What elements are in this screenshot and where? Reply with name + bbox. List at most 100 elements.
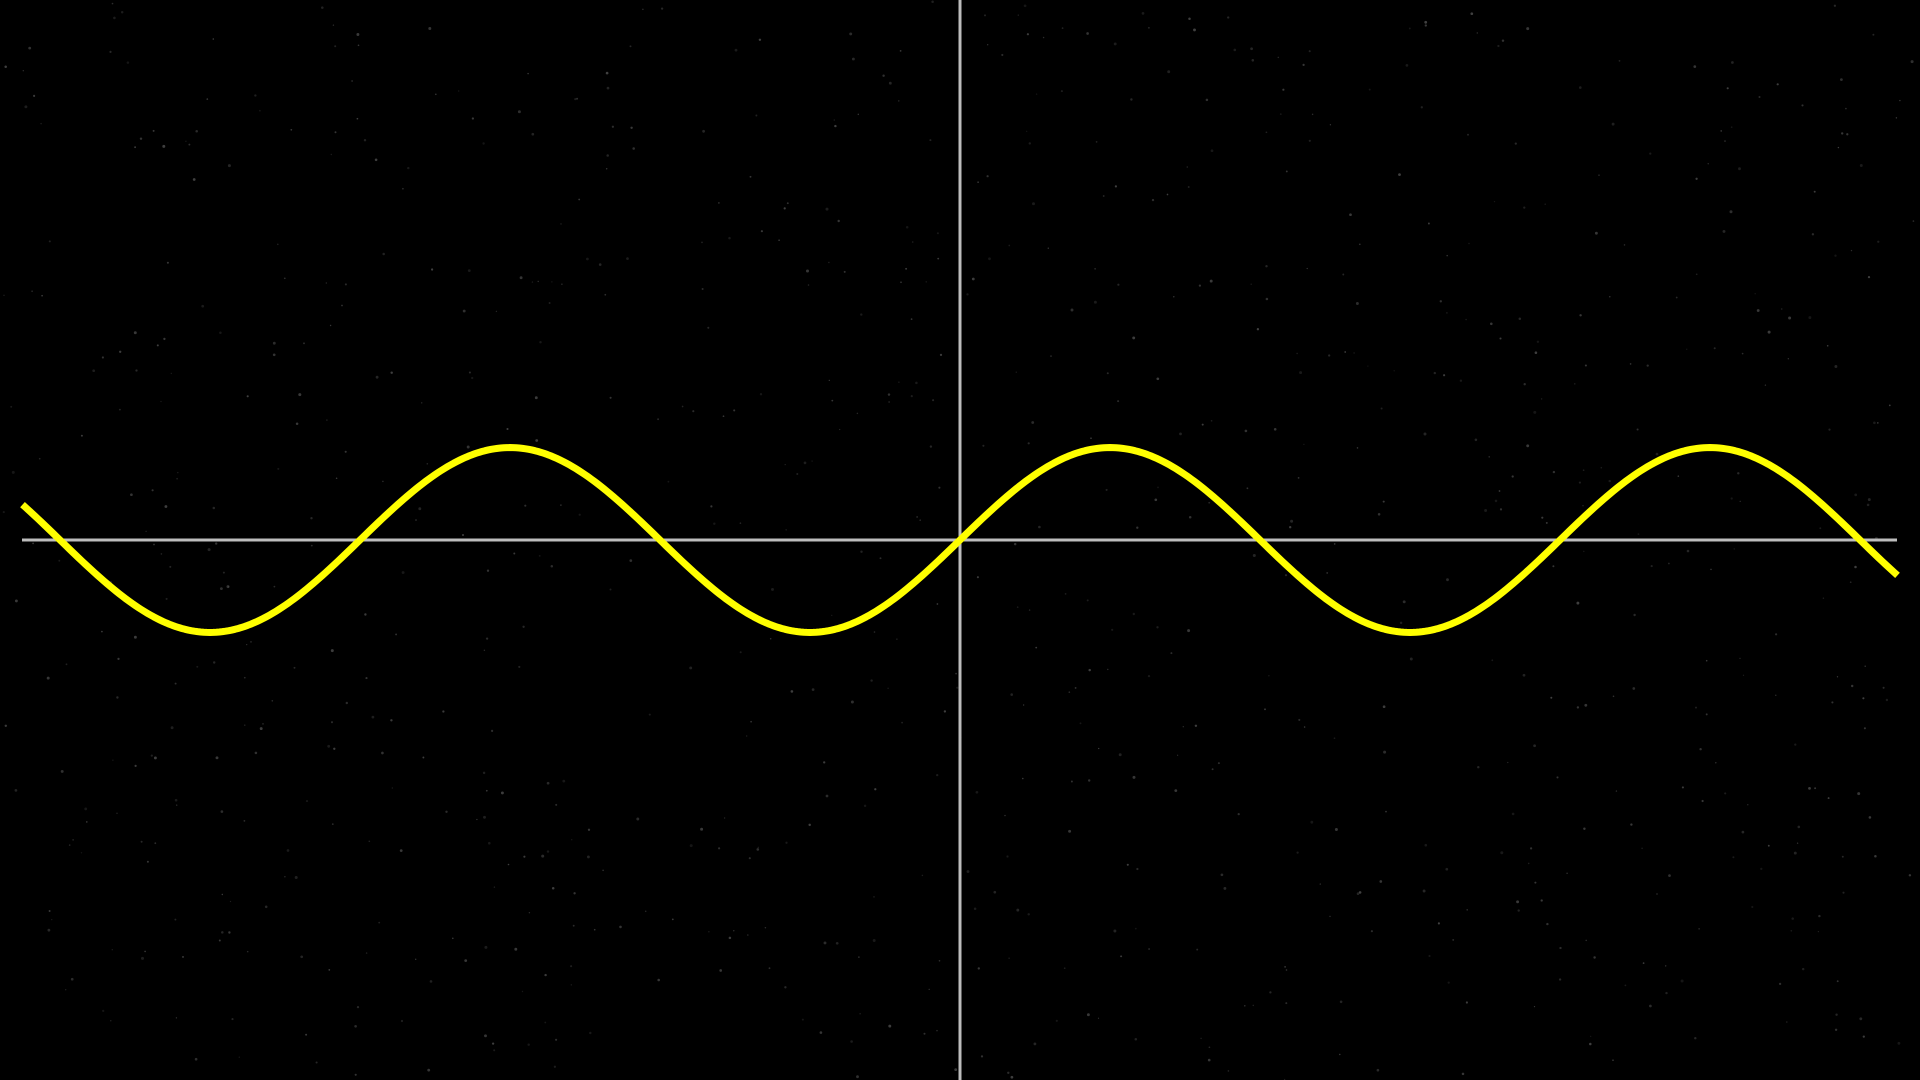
speckle-dot xyxy=(1794,743,1797,746)
speckle-dot xyxy=(1028,609,1031,611)
speckle-dot xyxy=(642,8,644,11)
speckle-dot xyxy=(1298,718,1301,721)
speckle-dot xyxy=(1333,737,1336,740)
speckle-dot xyxy=(1636,428,1639,431)
speckle-dot xyxy=(1008,957,1010,959)
speckle-dot xyxy=(1590,1035,1592,1037)
speckle-dot xyxy=(1198,284,1201,287)
speckle-dot xyxy=(1422,889,1426,893)
speckle-dot xyxy=(560,504,562,506)
speckle-dot xyxy=(462,309,466,313)
speckle-dot xyxy=(1778,982,1782,986)
speckle-dot xyxy=(657,418,660,421)
speckle-dot xyxy=(229,900,232,903)
speckle-dot xyxy=(1583,827,1586,830)
speckle-dot xyxy=(833,119,836,121)
speckle-dot xyxy=(329,324,332,327)
speckle-dot xyxy=(576,97,579,100)
speckle-dot xyxy=(1489,322,1493,326)
speckle-dot xyxy=(1428,954,1431,958)
speckle-dot xyxy=(1850,684,1854,688)
speckle-dot xyxy=(1826,345,1829,347)
speckle-dot xyxy=(689,666,693,670)
speckle-dot xyxy=(746,735,748,737)
speckle-dot xyxy=(284,876,286,878)
speckle-dot xyxy=(1650,565,1653,568)
speckle-dot xyxy=(10,405,13,408)
speckle-dot xyxy=(11,470,15,474)
speckle-dot xyxy=(1726,87,1729,90)
speckle-dot xyxy=(1780,308,1783,310)
speckle-dot xyxy=(1742,674,1745,676)
speckle-dot xyxy=(1296,352,1298,355)
speckle-dot xyxy=(739,651,742,654)
speckle-dot xyxy=(1086,1013,1090,1017)
speckle-dot xyxy=(164,505,168,508)
speckle-dot xyxy=(1328,354,1331,357)
speckle-dot xyxy=(378,921,381,924)
speckle-dot xyxy=(1042,36,1045,39)
speckle-dot xyxy=(305,800,309,803)
speckle-dot xyxy=(1409,657,1413,661)
speckle-dot xyxy=(133,331,137,335)
speckle-dot xyxy=(1797,825,1801,829)
speckle-dot xyxy=(1310,820,1314,824)
speckle-dot xyxy=(544,1021,547,1024)
speckle-dot xyxy=(1154,498,1158,502)
speckle-dot xyxy=(1070,308,1074,312)
speckle-dot xyxy=(1864,665,1866,667)
speckle-dot xyxy=(899,50,902,52)
speckle-dot xyxy=(468,371,471,374)
speckle-dot xyxy=(850,1040,853,1043)
speckle-dot xyxy=(212,661,216,664)
speckle-dot xyxy=(1499,508,1503,511)
speckle-dot xyxy=(1445,867,1449,871)
speckle-dot xyxy=(1646,364,1649,367)
speckle-dot xyxy=(1233,48,1237,52)
speckle-dot xyxy=(523,855,526,858)
speckle-dot xyxy=(1733,548,1736,550)
speckle-dot xyxy=(1205,98,1209,102)
speckle-dot xyxy=(40,122,42,125)
speckle-dot xyxy=(160,553,163,555)
speckle-dot xyxy=(3,294,5,297)
speckle-dot xyxy=(1533,410,1537,414)
speckle-dot xyxy=(1433,371,1437,375)
speckle-dot xyxy=(1356,447,1359,449)
speckle-dot xyxy=(1730,497,1733,500)
speckle-dot xyxy=(750,720,752,723)
speckle-dot xyxy=(163,337,166,341)
speckle-dot xyxy=(1299,371,1303,375)
speckle-dot xyxy=(1818,914,1821,918)
speckle-dot xyxy=(452,937,454,940)
speckle-dot xyxy=(1147,26,1150,29)
speckle-dot xyxy=(165,597,168,600)
speckle-dot xyxy=(1227,1070,1230,1072)
speckle-dot xyxy=(112,759,114,761)
speckle-dot xyxy=(1868,816,1872,819)
speckle-dot xyxy=(823,761,826,764)
speckle-dot xyxy=(722,415,725,418)
speckle-dot xyxy=(1867,498,1871,502)
speckle-dot xyxy=(154,842,157,845)
speckle-dot xyxy=(513,552,516,555)
speckle-dot xyxy=(1132,336,1136,340)
speckle-dot xyxy=(286,849,290,852)
speckle-dot xyxy=(1536,340,1540,343)
speckle-dot xyxy=(1623,244,1626,246)
speckle-dot xyxy=(1598,174,1600,176)
speckle-dot xyxy=(1788,316,1792,320)
speckle-dot xyxy=(1882,686,1885,689)
speckle-dot xyxy=(988,257,991,261)
speckle-dot xyxy=(1845,107,1847,110)
speckle-dot xyxy=(1686,348,1688,350)
speckle-dot xyxy=(1182,726,1184,728)
speckle-dot xyxy=(1443,374,1446,377)
speckle-dot xyxy=(464,959,468,962)
speckle-dot xyxy=(1008,244,1011,247)
speckle-dot xyxy=(1308,139,1311,142)
speckle-dot xyxy=(1715,762,1717,764)
speckle-dot xyxy=(1545,521,1548,524)
speckle-dot xyxy=(133,635,137,639)
speckle-dot xyxy=(1836,676,1839,678)
